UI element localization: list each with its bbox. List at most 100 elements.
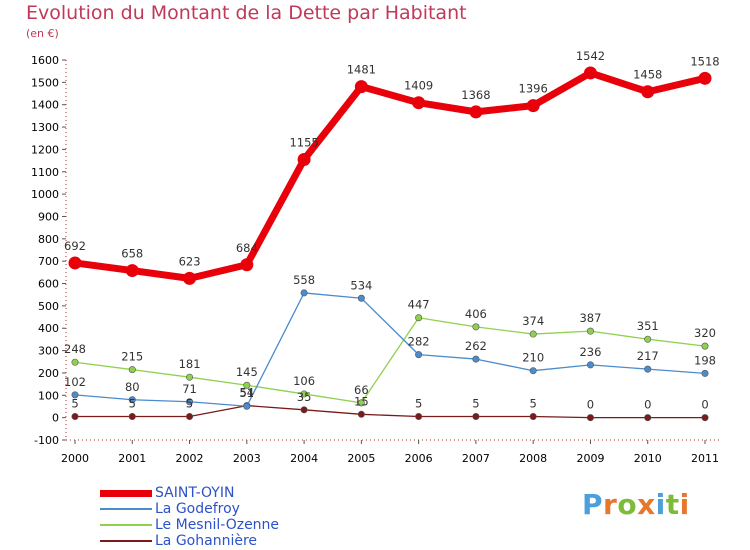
logo-letter: o: [617, 488, 638, 521]
data-label: 262: [465, 339, 487, 353]
data-point: [128, 396, 136, 404]
data-point: [297, 152, 311, 166]
data-point: [586, 327, 594, 335]
y-tick-label: 100: [38, 389, 59, 402]
y-tick-label: 900: [38, 210, 59, 223]
series-line: [74, 69, 706, 282]
legend-item: La Gohannière: [100, 533, 279, 549]
chart-title: Evolution du Montant de la Dette par Hab…: [26, 2, 467, 24]
data-label: 447: [408, 298, 430, 312]
axes: -100010020030040050060070080090010001100…: [31, 54, 720, 465]
data-label: 558: [293, 273, 315, 287]
data-point: [644, 335, 652, 343]
data-point: [125, 264, 139, 278]
data-point: [71, 413, 79, 421]
data-point: [415, 413, 423, 421]
data-point: [701, 414, 709, 422]
data-label: 1458: [633, 68, 662, 82]
legend-label: Le Mesnil-Ozenne: [155, 517, 280, 533]
y-tick-label: 200: [38, 367, 59, 380]
data-label: 198: [694, 353, 716, 367]
data-point: [243, 381, 251, 389]
x-tick-label: 2002: [176, 452, 204, 465]
legend-item: Le Mesnil-Ozenne: [100, 517, 279, 533]
x-tick-label: 2000: [61, 452, 89, 465]
y-tick-label: 1600: [31, 54, 59, 67]
data-label: 80: [125, 380, 140, 394]
logo-letter: i: [655, 488, 666, 521]
x-tick-label: 2009: [576, 452, 604, 465]
x-tick-label: 2010: [634, 452, 662, 465]
data-point: [357, 399, 365, 407]
series-2: [71, 314, 709, 407]
data-label: 248: [64, 342, 86, 356]
data-point: [469, 105, 483, 119]
data-point: [186, 398, 194, 406]
legend-label: La Godefroy: [155, 501, 240, 517]
data-point: [644, 365, 652, 373]
chart-unit: (en €): [26, 27, 59, 40]
data-point: [128, 366, 136, 374]
data-point: [644, 414, 652, 422]
series-line: [75, 404, 705, 419]
x-tick-label: 2003: [233, 452, 261, 465]
data-label: 1396: [519, 82, 548, 96]
legend-label: SAINT-OYIN: [155, 485, 235, 501]
data-label: 210: [522, 351, 544, 365]
line-chart: -100010020030040050060070080090010001100…: [31, 49, 720, 465]
legend-swatch: [100, 489, 152, 497]
data-label: 15: [354, 394, 369, 408]
data-point: [472, 355, 480, 363]
data-point: [472, 413, 480, 421]
x-tick-label: 2001: [118, 452, 146, 465]
data-label: 1409: [404, 79, 433, 93]
data-point: [529, 413, 537, 421]
data-label: 35: [297, 390, 312, 404]
data-point: [357, 294, 365, 302]
series-0: [68, 66, 712, 285]
data-label: 0: [644, 398, 651, 412]
data-point: [300, 289, 308, 297]
data-label: 5: [71, 397, 78, 411]
data-point: [698, 71, 712, 85]
data-label: 5: [186, 397, 193, 411]
y-tick-label: 1400: [31, 99, 59, 112]
data-point: [412, 96, 426, 110]
data-label: 1518: [690, 54, 719, 68]
data-point: [415, 351, 423, 359]
series-line: [74, 317, 706, 404]
data-point: [586, 361, 594, 369]
x-tick-label: 2011: [691, 452, 719, 465]
data-label: 0: [587, 398, 594, 412]
y-tick-label: 1000: [31, 188, 59, 201]
data-point: [183, 271, 197, 285]
legend-label: La Gohannière: [155, 533, 258, 549]
x-tick-label: 2007: [462, 452, 490, 465]
series-1: [71, 289, 709, 410]
data-label: 1542: [576, 49, 605, 63]
series-layer: [68, 66, 712, 422]
data-label: 534: [350, 278, 372, 292]
data-point: [300, 390, 308, 398]
data-label: 282: [408, 335, 430, 349]
data-point: [526, 99, 540, 113]
data-label: 5: [530, 397, 537, 411]
legend-swatch: [100, 508, 152, 510]
data-label: 684: [236, 241, 258, 255]
data-point: [529, 367, 537, 375]
y-tick-label: 300: [38, 345, 59, 358]
y-tick-label: 1500: [31, 76, 59, 89]
data-label: 692: [64, 239, 86, 253]
data-label: 106: [293, 374, 315, 388]
data-point: [415, 314, 423, 322]
legend-item: SAINT-OYIN: [100, 485, 279, 501]
data-label: 658: [121, 247, 143, 261]
data-point: [641, 85, 655, 99]
data-label: 406: [465, 307, 487, 321]
data-point: [586, 414, 594, 422]
logo-letter: i: [679, 488, 690, 521]
y-tick-label: 1100: [31, 166, 59, 179]
y-tick-label: 800: [38, 233, 59, 246]
